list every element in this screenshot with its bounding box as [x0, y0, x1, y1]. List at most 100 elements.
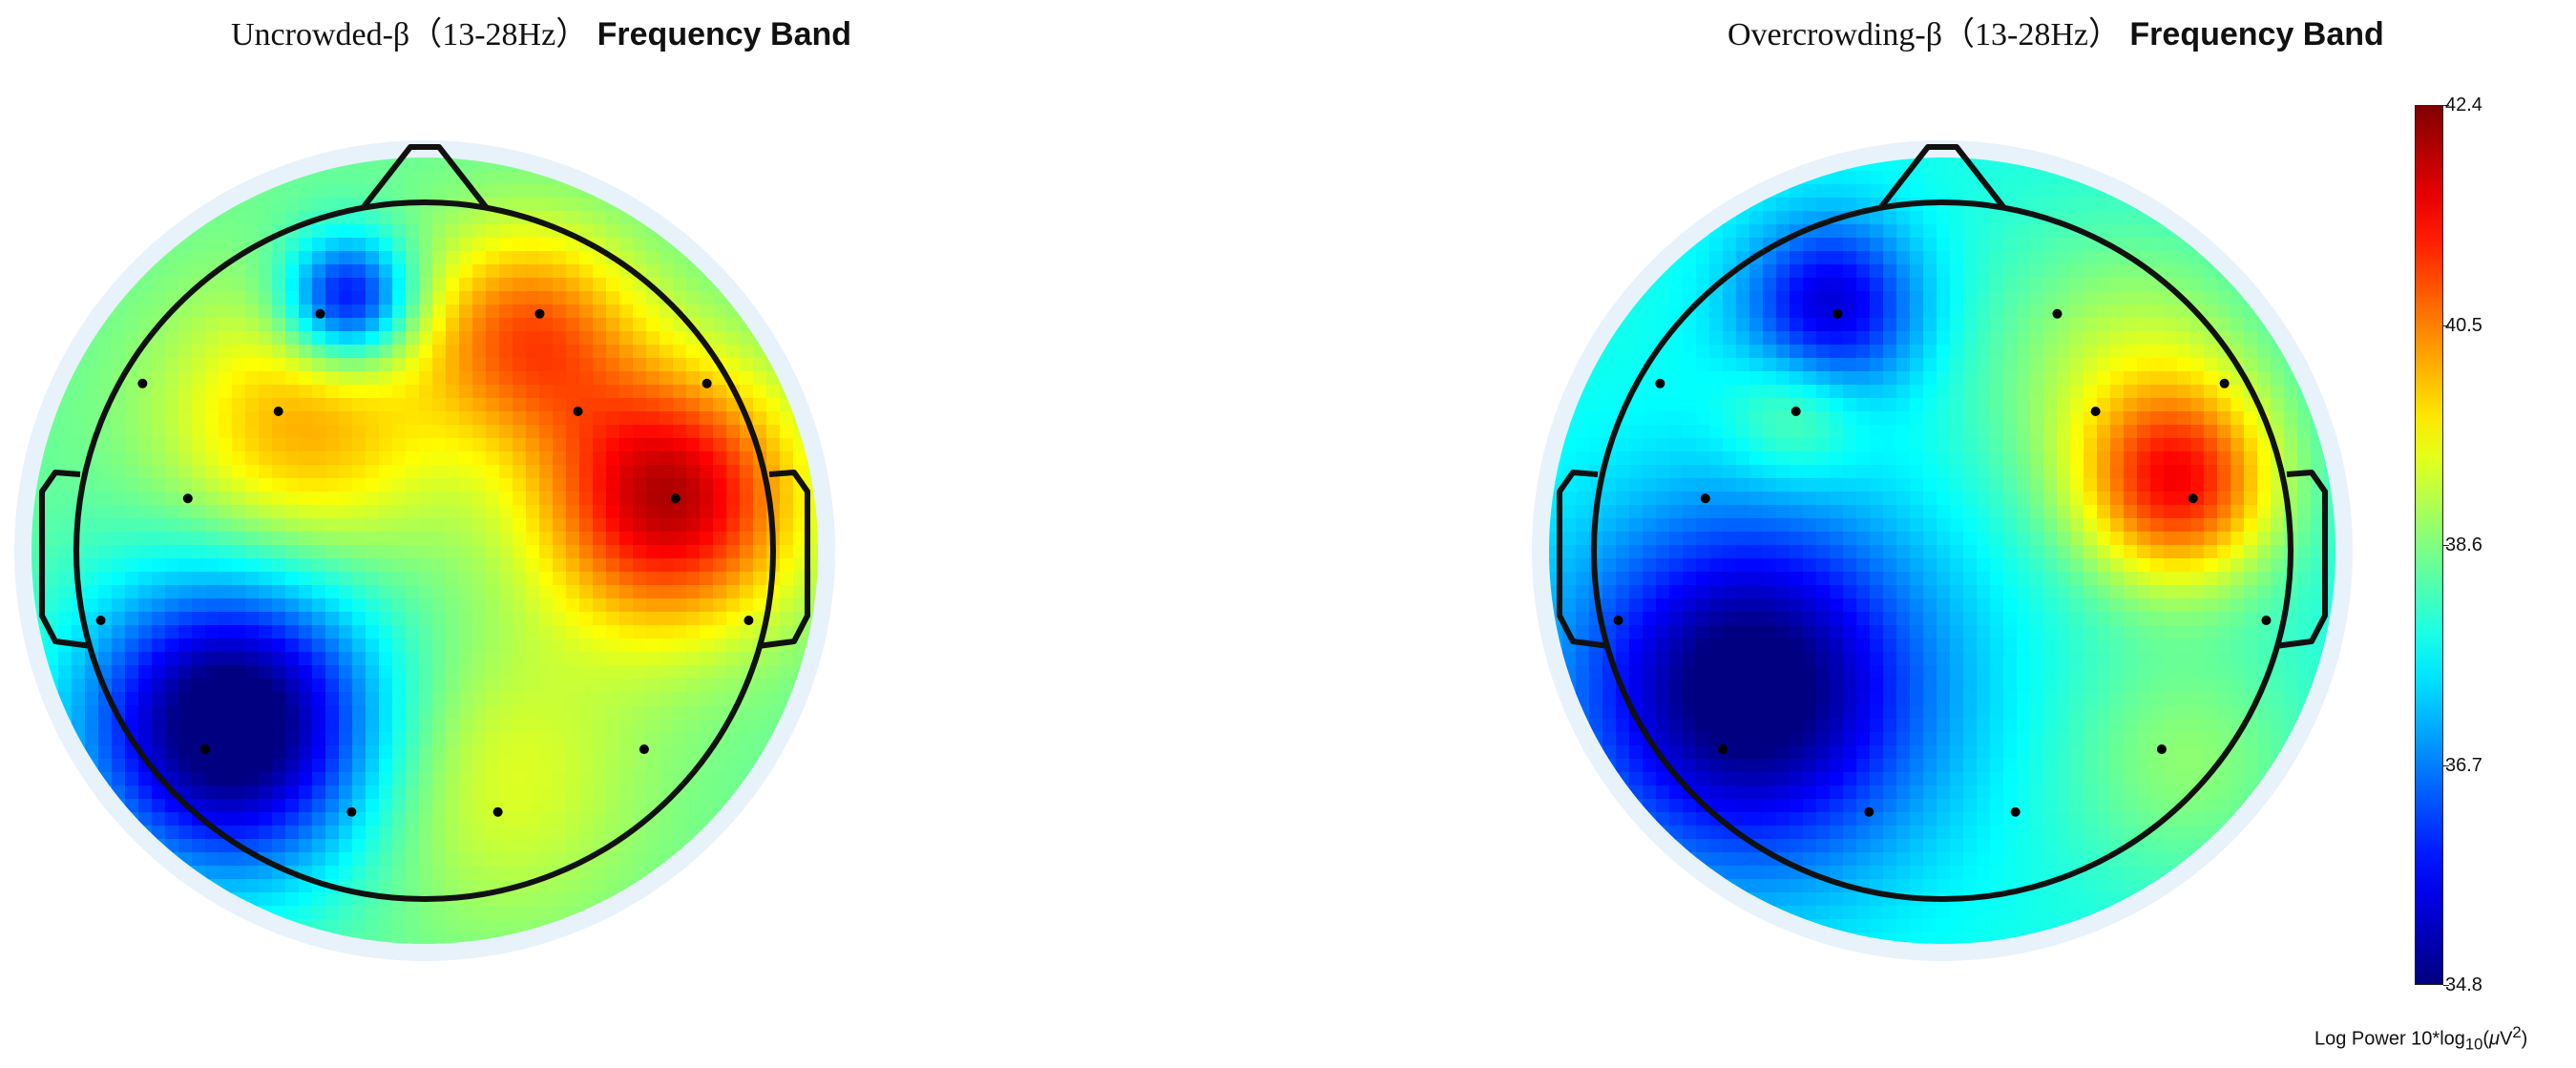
- heatmap-cell: [766, 839, 781, 853]
- heatmap-cell: [259, 772, 273, 786]
- heatmap-cell: [1629, 251, 1644, 265]
- heatmap-cell: [285, 745, 300, 760]
- heatmap-cell: [726, 532, 741, 546]
- heatmap-cell: [472, 852, 487, 867]
- heatmap-cell: [1896, 358, 1911, 372]
- heatmap-cell: [2150, 224, 2165, 239]
- heatmap-cell: [299, 625, 313, 639]
- heatmap-cell: [219, 598, 233, 613]
- heatmap-cell: [499, 238, 513, 252]
- heatmap-cell: [1656, 318, 1670, 332]
- heatmap-cell: [673, 732, 687, 746]
- heatmap-cell: [1803, 465, 1817, 479]
- heatmap-cell: [205, 692, 220, 706]
- heatmap-cell: [192, 732, 206, 746]
- heatmap-cell: [1629, 211, 1644, 225]
- heatmap-cell: [205, 425, 220, 439]
- heatmap-cell: [2204, 451, 2218, 466]
- heatmap-cell: [446, 866, 460, 880]
- heatmap-cell: [2177, 278, 2191, 292]
- heatmap-cell: [446, 532, 460, 546]
- heatmap-cell: [178, 425, 193, 439]
- heatmap-cell: [272, 371, 286, 386]
- heatmap-cell: [700, 652, 714, 666]
- heatmap-cell: [2324, 318, 2335, 332]
- heatmap-cell: [1763, 318, 1777, 332]
- heatmap-cell: [299, 639, 313, 653]
- heatmap-cell: [352, 371, 367, 386]
- heatmap-cell: [1896, 331, 1911, 346]
- heatmap-cell: [2164, 478, 2178, 492]
- heatmap-cell: [499, 371, 513, 386]
- heatmap-cell: [486, 558, 500, 573]
- heatmap-cell: [45, 251, 59, 265]
- heatmap-cell: [352, 852, 367, 867]
- heatmap-cell: [1616, 345, 1630, 359]
- heatmap-cell: [619, 505, 634, 519]
- heatmap-cell: [2070, 438, 2084, 452]
- heatmap-cell: [1763, 465, 1777, 479]
- heatmap-cell: [2257, 251, 2272, 265]
- heatmap-cell: [366, 679, 380, 693]
- heatmap-cell: [2137, 478, 2151, 492]
- heatmap-cell: [1696, 278, 1710, 292]
- heatmap-cell: [112, 625, 126, 639]
- heatmap-cell: [1696, 411, 1710, 426]
- heatmap-cell: [459, 211, 473, 225]
- heatmap-cell: [432, 558, 447, 573]
- heatmap-cell: [2043, 198, 2058, 212]
- heatmap-cell: [178, 558, 193, 573]
- heatmap-cell: [1776, 478, 1791, 492]
- heatmap-cell: [125, 919, 139, 933]
- heatmap-cell: [245, 772, 260, 786]
- heatmap-cell: [192, 772, 206, 786]
- heatmap-cell: [232, 799, 246, 813]
- heatmap-cell: [1977, 425, 1991, 439]
- heatmap-cell: [245, 719, 260, 733]
- heatmap-cell: [352, 705, 367, 720]
- heatmap-cell: [219, 652, 233, 666]
- heatmap-cell: [606, 331, 620, 346]
- heatmap-cell: [58, 278, 73, 292]
- heatmap-cell: [272, 839, 286, 853]
- heatmap-cell: [98, 238, 113, 252]
- heatmap-cell: [1950, 371, 1964, 386]
- heatmap-cell: [593, 639, 607, 653]
- heatmap-cell: [379, 264, 393, 279]
- heatmap-cell: [219, 425, 233, 439]
- heatmap-cell: [205, 398, 220, 412]
- heatmap-cell: [686, 398, 701, 412]
- heatmap-cell: [753, 224, 767, 239]
- heatmap-cell: [299, 304, 313, 319]
- heatmap-cell: [2110, 451, 2125, 466]
- heatmap-cell: [726, 679, 741, 693]
- heatmap-cell: [2150, 478, 2165, 492]
- heatmap-cell: [753, 291, 767, 305]
- heatmap-cell: [98, 598, 113, 613]
- heatmap-cell: [366, 866, 380, 880]
- heatmap-cell: [259, 304, 273, 319]
- heatmap-cell: [1963, 211, 1978, 225]
- heatmap-cell: [726, 919, 741, 933]
- heatmap-cell: [472, 291, 487, 305]
- heatmap-cell: [673, 652, 687, 666]
- heatmap-cell: [686, 866, 701, 880]
- heatmap-cell: [753, 826, 767, 840]
- heatmap-cell: [1736, 224, 1750, 239]
- heatmap-cell: [285, 425, 300, 439]
- heatmap-cell: [1937, 264, 1951, 279]
- heatmap-cell: [366, 398, 380, 412]
- heatmap-cell: [259, 398, 273, 412]
- heatmap-cell: [593, 625, 607, 639]
- heatmap-cell: [686, 198, 701, 212]
- heatmap-cell: [325, 772, 340, 786]
- heatmap-cell: [325, 652, 340, 666]
- heatmap-cell: [85, 358, 99, 372]
- heatmap-cell: [2003, 358, 2018, 372]
- heatmap-cell: [2190, 251, 2205, 265]
- heatmap-cell: [566, 612, 580, 626]
- heatmap-cell: [553, 719, 567, 733]
- heatmap-cell: [2284, 224, 2298, 239]
- heatmap-cell: [2204, 345, 2218, 359]
- heatmap-cell: [2271, 184, 2285, 199]
